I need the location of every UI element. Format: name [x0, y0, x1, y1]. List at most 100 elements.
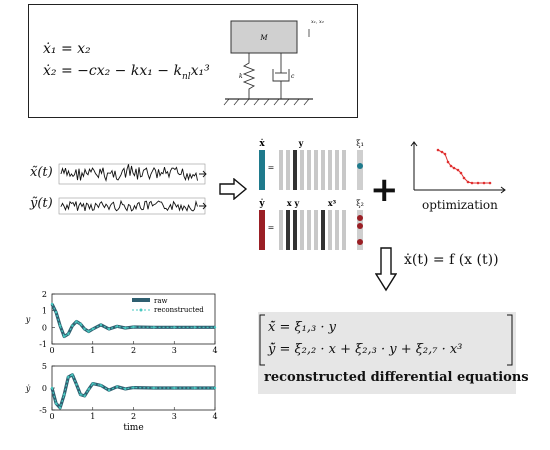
series-reconstructed-point	[71, 373, 74, 376]
x-tick-label: 0	[49, 346, 54, 355]
xi1-label: ξ₁	[356, 139, 364, 148]
library-column	[293, 150, 297, 190]
library-matrices: ẋ = y ξ₁ ẏ = x y x³ ξ₂	[258, 138, 364, 250]
xdot-label: ẋ	[259, 138, 265, 149]
system-eq-2-main: ẋ₂ = −cx₂ − kx₁ − k	[43, 63, 182, 79]
signal-x-arrow	[199, 170, 207, 178]
series-reconstructed-point	[87, 330, 90, 333]
y-tick-label: 2	[42, 290, 47, 299]
library-column	[293, 210, 297, 250]
series-reconstructed-point	[173, 386, 176, 390]
series-reconstructed-point	[58, 324, 62, 327]
optimization-plot	[410, 141, 506, 194]
library-column	[314, 150, 318, 190]
legend-reconstructed-label: reconstructed	[154, 306, 204, 314]
damper-label: c	[291, 73, 295, 80]
xi1-bar	[357, 150, 363, 190]
x-tick-label: 4	[212, 412, 217, 421]
library-column	[300, 210, 304, 250]
library-column	[335, 210, 339, 250]
eq-sign-1: =	[268, 163, 275, 172]
series-reconstructed-point	[91, 327, 94, 331]
ydot-bar	[259, 210, 265, 250]
library-column	[328, 150, 332, 190]
series-reconstructed-point	[83, 394, 86, 398]
right-bracket	[507, 314, 513, 366]
mass-label: M	[259, 34, 268, 42]
series-reconstructed-point	[213, 326, 217, 329]
series-reconstructed-point	[54, 311, 58, 314]
library-column	[279, 210, 283, 250]
xi2-bar	[357, 210, 363, 250]
series-reconstructed-point	[213, 386, 217, 390]
y-tick-label: 0	[42, 384, 47, 393]
xi2-coef-2	[357, 223, 363, 229]
y-tick-label: 1	[42, 307, 47, 316]
signal-y-arrow	[199, 202, 207, 210]
series-reconstructed-point	[63, 393, 66, 396]
series-reconstructed-point	[71, 324, 74, 327]
system-box: ẋ₁ = x₂ ẋ₂ = −cx₂ − kx₁ − knlx₁³ M x₁, x…	[28, 4, 358, 118]
series-reconstructed-point	[54, 402, 58, 405]
col-xy-label: x y	[287, 198, 300, 208]
series-reconstructed-point	[83, 327, 86, 331]
series-reconstructed-point	[107, 327, 111, 331]
ydot-label: ẏ	[258, 198, 265, 209]
system-eq-1: ẋ₁ = x₂	[43, 41, 91, 57]
reconstructed-eq-1: x̃̇ = ξ₁,₃ · y	[268, 320, 336, 335]
xdot-bar	[259, 150, 265, 190]
series-reconstructed-point	[50, 386, 54, 390]
x-tick-label: 1	[90, 412, 95, 421]
library-column	[307, 210, 311, 250]
series-reconstructed-point	[99, 384, 103, 387]
mass-spring-damper-diagram: M x₁, x₂ k c	[223, 19, 324, 106]
library-column	[321, 150, 325, 190]
noisy-signals	[58, 163, 207, 215]
signal-y-label: ỹ(t)	[30, 196, 53, 211]
series-reconstructed-point	[87, 388, 90, 391]
series-reconstructed-point	[79, 393, 82, 396]
xi1-coef	[357, 163, 363, 169]
y-tick-label: 5	[42, 362, 47, 371]
series-reconstructed-point	[116, 385, 119, 388]
spring-label: k	[239, 73, 243, 80]
x-tick-label: 0	[49, 412, 54, 421]
library-column	[314, 210, 318, 250]
series-reconstructed-point	[152, 326, 156, 329]
series-reconstructed-point	[124, 387, 127, 391]
hollow-arrow-right-icon	[219, 178, 248, 200]
series-reconstructed-point	[63, 335, 66, 338]
x-tick-label: 1	[90, 346, 95, 355]
plus-sign: +	[370, 170, 399, 210]
series-reconstructed-point	[75, 320, 78, 323]
col-y-label: y	[298, 138, 304, 148]
signal-y-frame	[58, 197, 206, 215]
left-bracket	[259, 314, 265, 366]
x-tick-label: 4	[212, 346, 217, 355]
library-column	[321, 210, 325, 250]
reconstructed-eq-2: ỹ̇ = ξ₂,₂ · x + ξ₂,₃ · y + ξ₂,₇ · x³	[268, 342, 463, 357]
eq-sign-2: =	[268, 223, 275, 232]
series-reconstructed-point	[58, 406, 62, 409]
series-reconstructed-point	[152, 386, 156, 390]
coord-label: x₁, x₂	[311, 19, 324, 25]
series-reconstructed-point	[50, 302, 54, 306]
y-axis-label: y	[25, 315, 31, 324]
series-reconstructed-point	[173, 326, 176, 329]
optimization-label: optimization	[422, 198, 498, 212]
series-reconstructed-point	[67, 332, 70, 336]
xi2-label: ξ₂	[356, 199, 364, 208]
series-reconstructed-line	[51, 373, 215, 409]
system-eq-2-tail: x₁³	[190, 63, 210, 79]
series-reconstructed-point	[116, 325, 119, 328]
legend-raw-swatch	[132, 298, 150, 302]
series-reconstructed-point	[99, 323, 103, 327]
series-reconstructed-line	[51, 303, 215, 338]
library-column	[342, 210, 346, 250]
signal-x-trace	[60, 164, 198, 182]
library-column	[286, 150, 290, 190]
system-eq-2: ẋ₂ = −cx₂ − kx₁ − knlx₁³	[43, 63, 210, 82]
series-reconstructed-point	[67, 375, 70, 379]
xi2-coef-3	[357, 239, 363, 245]
library-column	[342, 150, 346, 190]
